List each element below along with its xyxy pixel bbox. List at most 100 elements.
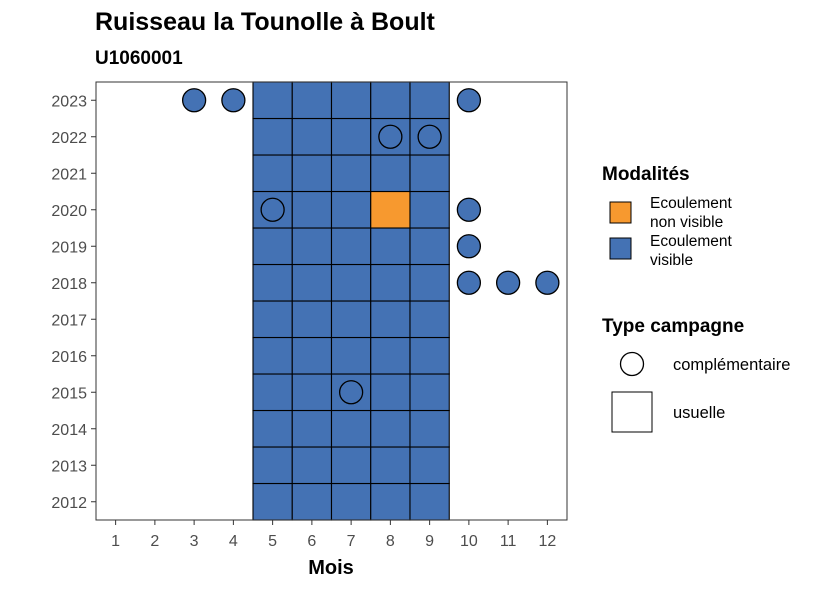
tile-2017-6 xyxy=(291,300,333,339)
legend-key-usuelle xyxy=(611,391,653,433)
tile-2012-9 xyxy=(409,482,450,521)
tile-2012-5 xyxy=(252,482,293,521)
tile-2020-8 xyxy=(370,190,411,229)
x-tick-label-3: 3 xyxy=(190,533,199,550)
tile-2017-8 xyxy=(370,300,411,339)
y-tick-label-2019: 2019 xyxy=(51,239,87,256)
tile-2021-8 xyxy=(370,154,411,193)
tile-2016-9 xyxy=(409,336,450,375)
tile-2018-7 xyxy=(330,263,372,302)
tile-2015-6 xyxy=(291,373,333,412)
y-tick-label-2023: 2023 xyxy=(51,93,87,110)
legend-modalites-title: Modalités xyxy=(602,164,690,185)
y-tick-label-2018: 2018 xyxy=(51,276,87,293)
tile-2017-5 xyxy=(252,300,293,339)
tiles-layer xyxy=(252,81,450,521)
tile-2018-8 xyxy=(370,263,411,302)
tile-2020-6 xyxy=(291,190,333,229)
tile-2020-9 xyxy=(409,190,450,229)
tile-2021-6 xyxy=(291,154,333,193)
tile-2013-5 xyxy=(252,446,293,485)
tile-2012-7 xyxy=(330,482,372,521)
tile-2015-8 xyxy=(370,373,411,412)
tile-2014-7 xyxy=(330,409,372,448)
tile-2013-6 xyxy=(291,446,333,485)
legend-key-complementaire xyxy=(619,351,645,377)
point-2020-5 xyxy=(260,197,285,222)
point-2018-12 xyxy=(535,270,560,295)
tile-2014-9 xyxy=(409,409,450,448)
point-2019-10 xyxy=(456,234,482,259)
tile-2018-9 xyxy=(409,263,450,302)
legend-key-non-visible xyxy=(609,201,632,224)
point-2022-8 xyxy=(378,124,403,149)
y-tick-label-2014: 2014 xyxy=(51,422,87,439)
x-tick-label-12: 12 xyxy=(538,533,556,550)
legend-label-usuelle: usuelle xyxy=(673,404,725,422)
tile-2014-6 xyxy=(291,409,333,448)
tile-2023-6 xyxy=(291,81,333,120)
tile-2019-6 xyxy=(291,227,333,266)
tile-2016-8 xyxy=(370,336,411,375)
tile-2017-7 xyxy=(330,300,372,339)
y-tick-label-2021: 2021 xyxy=(51,166,87,183)
tile-2019-5 xyxy=(252,227,293,266)
x-axis-title: Mois xyxy=(308,557,354,579)
x-tick-label-4: 4 xyxy=(229,533,238,550)
tile-2018-6 xyxy=(291,263,333,302)
tile-2023-7 xyxy=(330,81,372,120)
tile-2014-5 xyxy=(252,409,293,448)
x-tick-label-7: 7 xyxy=(347,533,356,550)
tile-2021-9 xyxy=(409,154,450,193)
tile-2013-8 xyxy=(370,446,411,485)
chart-title: Ruisseau la Tounolle à Boult xyxy=(95,8,436,36)
tile-2012-8 xyxy=(370,482,411,521)
tile-2012-6 xyxy=(291,482,333,521)
y-tick-label-2013: 2013 xyxy=(51,458,87,475)
legend-campagne-title: Type campagne xyxy=(602,316,744,337)
tile-2022-5 xyxy=(252,117,293,156)
tile-2016-7 xyxy=(330,336,372,375)
plot-border xyxy=(95,81,568,521)
tile-2019-7 xyxy=(330,227,372,266)
tile-2020-7 xyxy=(330,190,372,229)
tile-2022-7 xyxy=(330,117,372,156)
legend-label-non-visible-line2: non visible xyxy=(650,214,723,231)
points-layer xyxy=(181,88,560,405)
tile-2018-5 xyxy=(252,263,293,302)
tile-2016-5 xyxy=(252,336,293,375)
x-tick-label-2: 2 xyxy=(150,533,159,550)
legend-label-complementaire: complémentaire xyxy=(673,356,790,374)
x-tick-label-6: 6 xyxy=(307,533,316,550)
tile-2015-9 xyxy=(409,373,450,412)
point-2020-10 xyxy=(456,197,482,222)
point-2023-4 xyxy=(221,88,246,113)
tile-2019-8 xyxy=(370,227,411,266)
tile-2022-6 xyxy=(291,117,333,156)
point-2018-11 xyxy=(495,270,521,295)
tile-2016-6 xyxy=(291,336,333,375)
y-tick-label-2012: 2012 xyxy=(51,495,87,512)
x-tick-label-8: 8 xyxy=(386,533,395,550)
chart-subtitle: U1060001 xyxy=(95,48,183,69)
plot-area xyxy=(95,81,568,521)
x-tick-label-1: 1 xyxy=(111,533,120,550)
tile-2014-8 xyxy=(370,409,411,448)
tile-2023-9 xyxy=(409,81,450,120)
legend: Modalités Ecoulement non visible Ecoulem… xyxy=(602,164,790,433)
point-2023-10 xyxy=(456,88,482,113)
tile-2013-9 xyxy=(409,446,450,485)
tile-2019-9 xyxy=(409,227,450,266)
legend-label-non-visible: Ecoulement non visible xyxy=(650,195,736,231)
y-tick-label-2020: 2020 xyxy=(51,203,87,220)
y-tick-label-2016: 2016 xyxy=(51,349,87,366)
tile-2021-7 xyxy=(330,154,372,193)
tile-2021-5 xyxy=(252,154,293,193)
point-2015-7 xyxy=(338,380,364,405)
point-2022-9 xyxy=(417,124,442,149)
y-tick-label-2017: 2017 xyxy=(51,312,87,329)
x-tick-label-11: 11 xyxy=(500,533,517,550)
tile-2015-5 xyxy=(252,373,293,412)
point-2023-3 xyxy=(181,88,207,113)
